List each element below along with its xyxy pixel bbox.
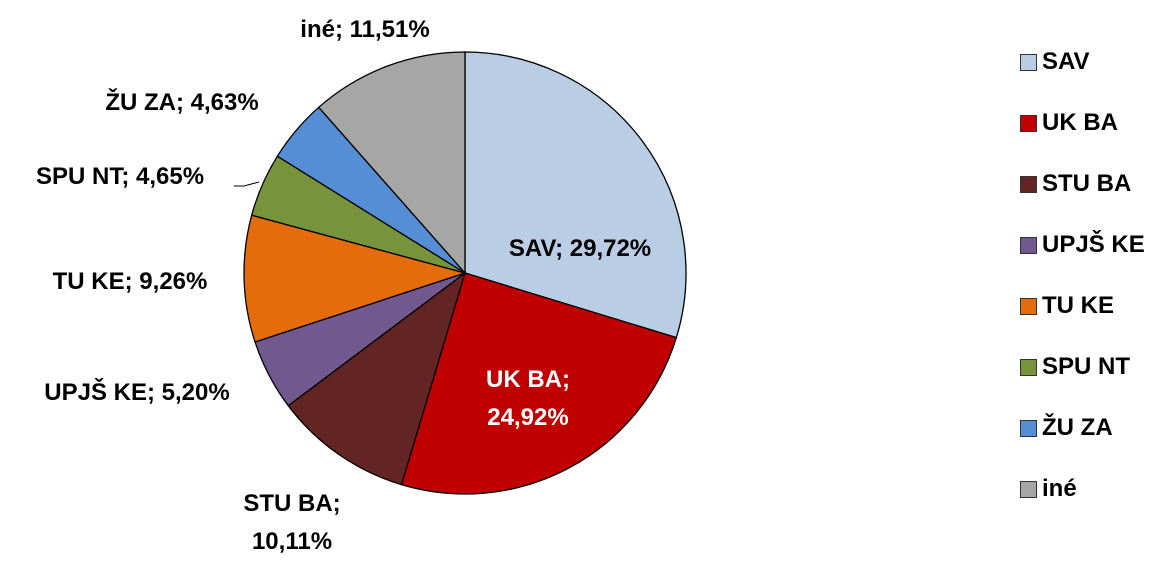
- pie-slice: [464, 51, 687, 339]
- legend-label: UPJŠ KE: [1042, 231, 1145, 258]
- legend-swatch: [1020, 481, 1037, 498]
- legend-swatch: [1020, 176, 1037, 193]
- legend-label: ŽU ZA: [1042, 414, 1113, 441]
- legend-label: SPU NT: [1042, 353, 1131, 380]
- legend-label: UK BA: [1042, 109, 1118, 136]
- legend-swatch: [1020, 359, 1037, 376]
- leader-line: [234, 181, 260, 187]
- pie-area: [234, 51, 687, 495]
- legend-swatch: [1020, 298, 1037, 315]
- legend-swatch: [1020, 54, 1037, 71]
- data-label: iné; 11,51%: [300, 16, 430, 43]
- legend-swatch: [1020, 420, 1037, 437]
- data-label: SAV; 29,72%: [508, 235, 652, 262]
- chart: SAV; 29,72% UK BA; 24,92% STU BA; 10,11% UP…: [35, 16, 1145, 555]
- legend-label: TU KE: [1042, 292, 1114, 319]
- pie-slice: [243, 214, 468, 343]
- legend-swatch: [1020, 237, 1037, 254]
- data-label: UK BA; 24,92%: [486, 366, 570, 431]
- legend-label: iné: [1042, 475, 1077, 502]
- data-label: TU KE; 9,26%: [52, 268, 208, 295]
- pie-slice: [287, 271, 467, 486]
- data-label: ŽU ZA; 4,63%: [105, 89, 259, 116]
- data-label: STU BA; 10,11%: [243, 490, 341, 555]
- pie-slice: [400, 272, 678, 495]
- pie-slice: [317, 51, 466, 275]
- data-label: SPU NT; 4,65%: [35, 163, 205, 190]
- data-label: UPJŠ KE; 5,20%: [44, 379, 230, 406]
- legend-label: SAV: [1042, 48, 1090, 75]
- legend-swatch: [1020, 115, 1037, 132]
- legend-label: STU BA: [1042, 170, 1132, 197]
